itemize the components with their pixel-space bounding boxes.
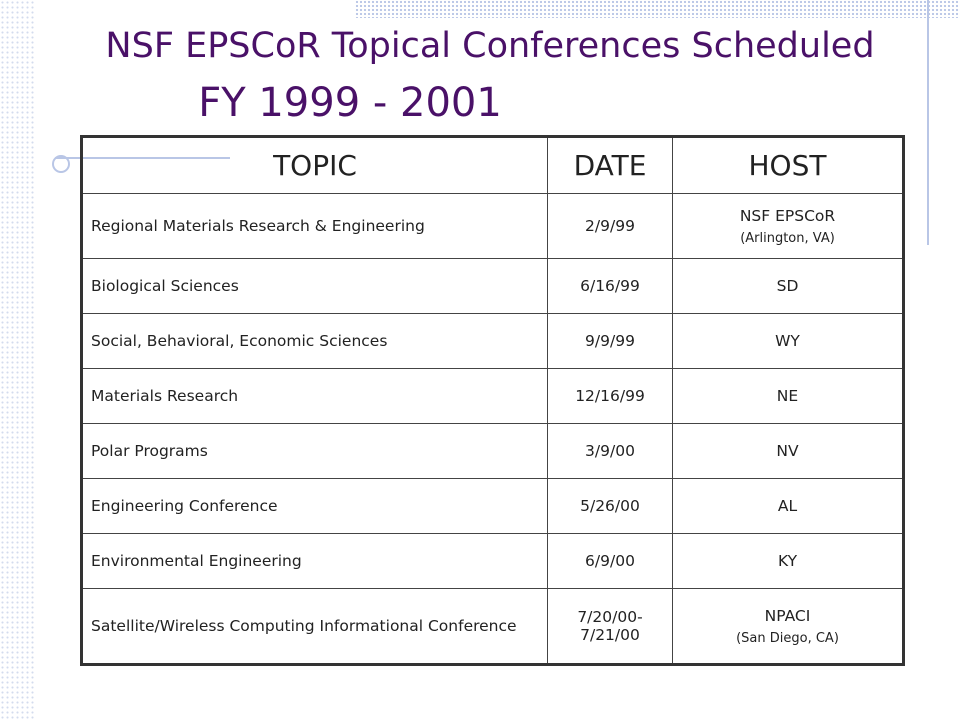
host-location: (Arlington, VA): [740, 230, 835, 246]
column-header: TOPIC: [81, 136, 548, 194]
topic-cell: Biological Sciences: [81, 258, 548, 314]
topic-cell: Regional Materials Research & Engineerin…: [81, 193, 548, 259]
decoration: [52, 155, 70, 173]
host-name: WY: [775, 332, 800, 350]
date-cell: 3/9/00: [547, 423, 673, 479]
table-row: Engineering Conference 5/26/00 AL: [81, 478, 904, 534]
host-name: AL: [777, 497, 798, 515]
date-cell: 5/26/00: [547, 478, 673, 534]
table-row: Biological Sciences 6/16/99 SD: [81, 258, 904, 314]
date-line: 7/20/00-: [577, 608, 643, 626]
topic-cell: Materials Research: [81, 368, 548, 424]
decoration: [927, 0, 929, 245]
date-cell: 6/9/00: [547, 533, 673, 589]
column-header: HOST: [672, 136, 904, 194]
host-cell: NSF EPSCoR (Arlington, VA): [672, 193, 904, 259]
table-row: Materials Research 12/16/99 NE: [81, 368, 904, 424]
column-header: DATE: [547, 136, 673, 194]
topic-cell: Engineering Conference: [81, 478, 548, 534]
date-cell: 12/16/99: [547, 368, 673, 424]
host-cell: NE: [672, 368, 904, 424]
host-name: SD: [776, 277, 799, 295]
host-location: (San Diego, CA): [736, 630, 839, 646]
table-row: Social, Behavioral, Economic Sciences 9/9…: [81, 313, 904, 369]
topic-cell: Polar Programs: [81, 423, 548, 479]
schedule-table: TOPIC DATE HOST Regional Materials Research…: [80, 135, 905, 666]
topic-cell: Satellite/Wireless Computing Information…: [81, 588, 548, 665]
table-row: Regional Materials Research & Engineerin…: [81, 193, 904, 259]
table-row: Polar Programs 3/9/00 NV: [81, 423, 904, 479]
table-row: Environmental Engineering 6/9/00 KY: [81, 533, 904, 589]
date-cell: 6/16/99: [547, 258, 673, 314]
topic-cell: Social, Behavioral, Economic Sciences: [81, 313, 548, 369]
host-cell: SD: [672, 258, 904, 314]
host-name: NV: [776, 442, 799, 460]
date-cell: 7/20/00- 7/21/00: [547, 588, 673, 665]
date-cell: 2/9/99: [547, 193, 673, 259]
host-cell: NV: [672, 423, 904, 479]
host-cell: WY: [672, 313, 904, 369]
table-row: Satellite/Wireless Computing Information…: [81, 588, 904, 665]
date-line: 7/21/00: [580, 626, 640, 644]
host-name: NE: [776, 387, 799, 405]
host-name: NPACI: [764, 606, 811, 625]
title: NSF EPSCoR Topical Conferences Scheduled: [105, 26, 875, 66]
host-name: NSF EPSCoR: [739, 206, 836, 225]
host-cell: NPACI (San Diego, CA): [672, 588, 904, 665]
host-name: KY: [777, 552, 798, 570]
topic-cell: Environmental Engineering: [81, 533, 548, 589]
decoration: [0, 0, 34, 720]
decoration: [355, 0, 960, 18]
host-cell: AL: [672, 478, 904, 534]
host-cell: KY: [672, 533, 904, 589]
subtitle: FY 1999 - 2001: [198, 80, 502, 126]
date-cell: 9/9/99: [547, 313, 673, 369]
